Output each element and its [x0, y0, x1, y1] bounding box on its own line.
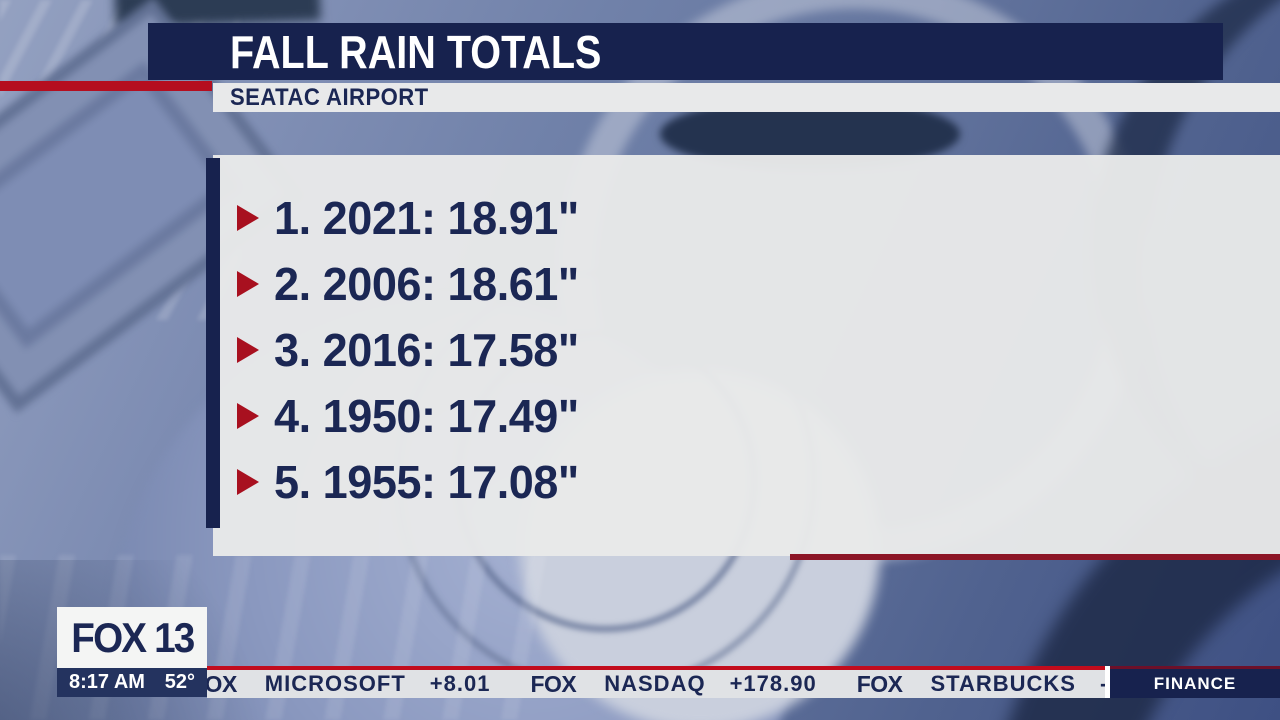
stock-change: -0.3	[1100, 671, 1105, 697]
content-panel	[213, 155, 1280, 556]
red-accent-stripe	[0, 81, 212, 91]
ticker-red-top-line	[207, 666, 1105, 670]
list-item: 2. 2006: 18.61"	[213, 251, 1280, 317]
rain-totals-list: 1. 2021: 18.91" 2. 2006: 18.61" 3. 2016:…	[213, 185, 1280, 515]
list-item-text: 2. 2006: 18.61"	[274, 258, 579, 310]
fox13-logo: FOX 13	[70, 613, 195, 661]
stock-change: +178.90	[729, 671, 817, 696]
station-logo-box: FOX 13	[57, 607, 207, 668]
list-item-text: 1. 2021: 18.91"	[274, 192, 579, 244]
stock-name: NASDAQ	[604, 671, 706, 696]
bullet-arrow-icon	[237, 337, 259, 363]
temperature-reading: 52°	[164, 671, 195, 693]
finance-label: FINANCE	[1153, 673, 1237, 693]
bullet-arrow-icon	[237, 205, 259, 231]
stock-name: MICROSOFT	[264, 671, 406, 696]
subtitle-bar: SEATAC AIRPORT	[213, 83, 1280, 112]
location-subtitle: SEATAC AIRPORT	[230, 84, 429, 111]
panel-bottom-red-line	[790, 554, 1280, 560]
list-item-text: 5. 1955: 17.08"	[274, 456, 579, 508]
fox-logo: FOX	[207, 670, 237, 697]
list-item: 1. 2021: 18.91"	[213, 185, 1280, 251]
panel-left-accent	[206, 158, 220, 528]
fox-logo: FOX	[856, 670, 903, 697]
stock-name: STARBUCKS	[930, 671, 1076, 696]
list-item-text: 3. 2016: 17.58"	[274, 324, 579, 376]
clock-time: 8:17 AM	[69, 671, 145, 693]
stock-change: +8.01	[429, 671, 491, 696]
list-item: 3. 2016: 17.58"	[213, 317, 1280, 383]
stock-ticker: FOX MICROSOFT +8.01 FOX NASDAQ +178.90 F…	[207, 670, 1105, 698]
headline-bar: FALL RAIN TOTALS	[148, 23, 1223, 80]
bullet-arrow-icon	[237, 469, 259, 495]
fox-logo: FOX	[530, 670, 577, 697]
list-item: 4. 1950: 17.49"	[213, 383, 1280, 449]
bullet-arrow-icon	[237, 403, 259, 429]
time-temperature-bar: 8:17 AM 52°	[57, 668, 207, 697]
list-item: 5. 1955: 17.08"	[213, 449, 1280, 515]
ticker-separator	[1105, 666, 1110, 698]
bullet-arrow-icon	[237, 271, 259, 297]
page-title: FALL RAIN TOTALS	[230, 26, 602, 78]
list-item-text: 4. 1950: 17.49"	[274, 390, 579, 442]
finance-badge: FINANCE	[1110, 666, 1280, 698]
